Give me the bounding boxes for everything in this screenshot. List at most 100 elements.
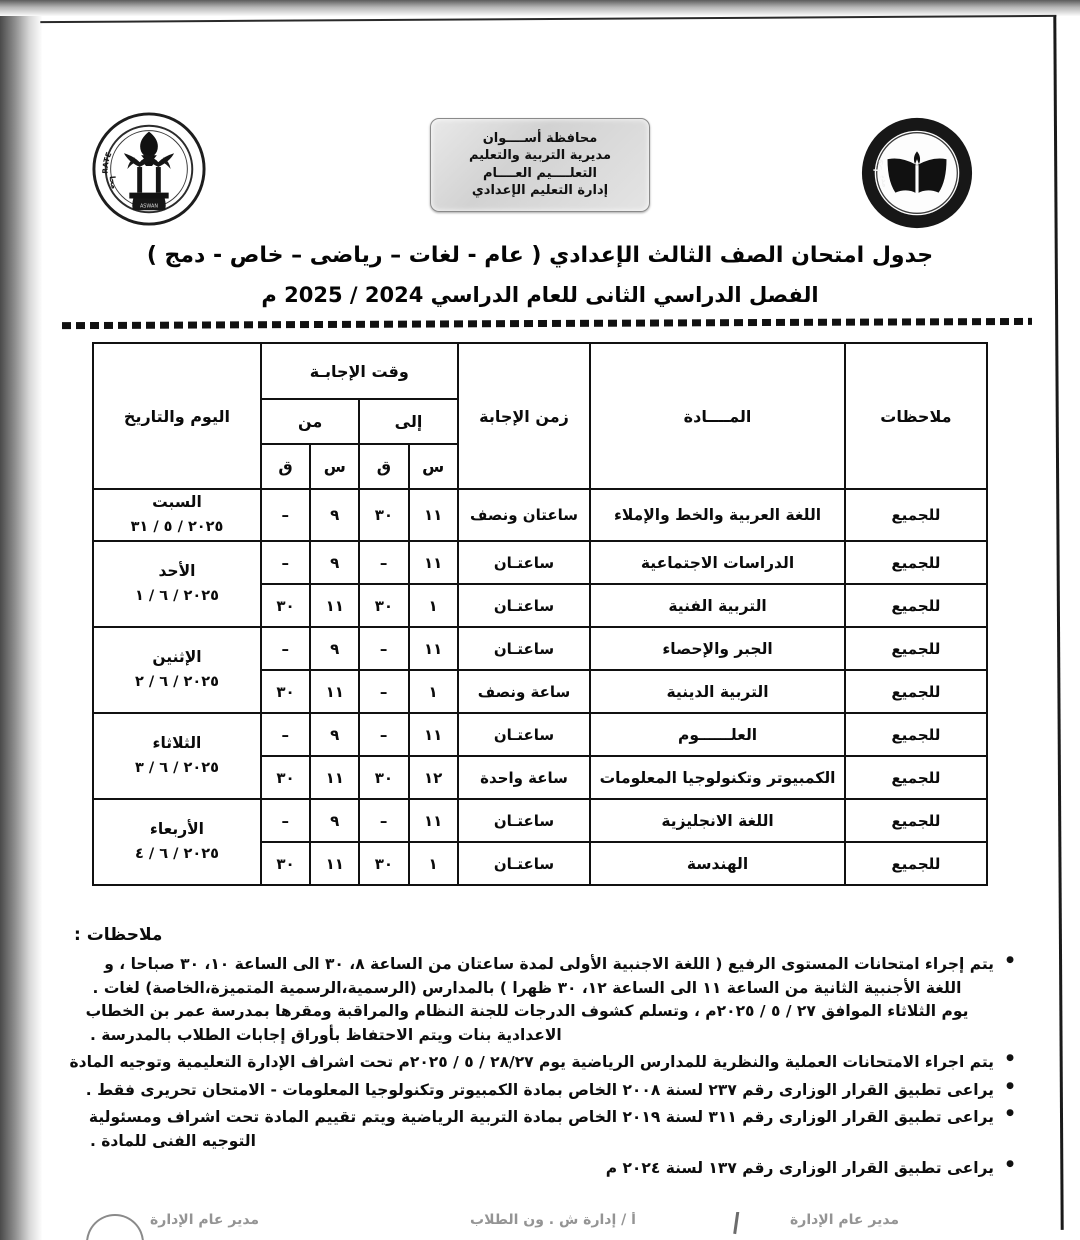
issuing-authority-plate: محافظة أســــوان مديرية التربية والتعليم… xyxy=(430,118,650,212)
cell-subject: الكمبيوتر وتكنولوجيا المعلومات xyxy=(589,755,846,800)
day-date: ٢٠٢٥ / ٦ / ٤ xyxy=(134,845,219,862)
cell-from-minute: – xyxy=(259,798,312,843)
page-edge-shadow-top xyxy=(0,0,1080,16)
cell-from-minute: ٣٠ xyxy=(259,755,312,800)
authority-line-general-education: التعلــــيم العــــام xyxy=(483,165,597,181)
cell-from-hour: ١١ xyxy=(309,841,361,886)
cell-to-hour: ١٢ xyxy=(407,755,459,800)
header-duration: زمن الإجابة xyxy=(456,342,592,490)
header-notes: ملاحظات xyxy=(843,342,989,490)
cell-to-hour: ١ xyxy=(407,669,459,714)
cell-notes: للجميع xyxy=(843,712,989,757)
cell-duration: ساعتـان xyxy=(456,540,592,585)
cell-subject: العلــــــوم xyxy=(589,712,846,757)
header-day-date: اليوم والتاريخ xyxy=(92,342,262,490)
cell-to-hour: ١١ xyxy=(407,488,459,542)
cell-notes: للجميع xyxy=(843,540,989,585)
authority-line-prep-administration: إدارة التعليم الإعدادي xyxy=(471,182,609,198)
header-from-hour: س xyxy=(309,443,361,490)
cell-to-minute: ٣٠ xyxy=(358,583,410,628)
cell-subject: التربية الفنية xyxy=(589,583,846,628)
cell-to-hour: ١١ xyxy=(407,626,459,671)
aswan-governorate-seal-icon: ASWAN ASWAN GOVERNORATE محافظة أسوان xyxy=(90,110,206,226)
cell-to-minute: – xyxy=(358,712,410,757)
header-subject: المــــادة xyxy=(589,342,846,490)
signature-stroke-icon xyxy=(733,1212,740,1235)
cell-from-minute: – xyxy=(259,540,312,585)
document-header: ASWAN ASWAN GOVERNORATE محافظة أسوان محا… xyxy=(0,104,1080,244)
day-date: ٢٠٢٥ / ٦ / ٣ xyxy=(134,759,219,776)
cell-from-hour: ١١ xyxy=(309,583,361,628)
page-title: جدول امتحان الصف الثالث الإعدادي ( عام -… xyxy=(146,243,934,268)
cell-duration: ساعتـان xyxy=(456,583,592,628)
table-row: للجميع الهندسة ساعتـان ١ ٣٠ ١١ ٣٠ xyxy=(93,841,989,886)
note-line: يراعى تطبيق القرار الوزارى رقم ١٣٧ لسنة … xyxy=(605,1159,994,1178)
note-item: يتم اجراء الامتحانات العملية والنظرية لل… xyxy=(60,1051,1020,1075)
cell-day-date: الإثنين ٢٠٢٥ / ٦ / ٢ xyxy=(92,626,262,714)
cell-subject: اللغة العربية والخط والإملاء xyxy=(589,488,846,542)
note-line: يوم الثلاثاء الموافق ٢٧ / ٥ / ٢٠٢٥م ، وت… xyxy=(85,1002,969,1021)
cell-from-hour: ٩ xyxy=(309,540,361,585)
cell-from-minute: ٣٠ xyxy=(259,669,312,714)
footer-center-label: أ / إدارة ش . ون الطلاب xyxy=(470,1212,636,1228)
note-line: الاعدادية بنات ويتم الاحتفاظ بأوراق إجاب… xyxy=(90,1025,562,1044)
day-name: الأحد xyxy=(158,562,196,581)
svg-text:ASWAN: ASWAN xyxy=(140,203,158,209)
page-edge-shadow-left xyxy=(0,0,42,1240)
header-to: إلى xyxy=(358,398,459,445)
cell-notes: للجميع xyxy=(843,626,989,671)
cell-to-minute: – xyxy=(358,540,410,585)
header-answer-time: وقت الإجابـة xyxy=(259,342,459,400)
cell-to-minute: – xyxy=(358,626,410,671)
day-name: الأربعاء xyxy=(149,820,204,839)
cell-duration: ساعة واحدة xyxy=(456,755,592,800)
table-body: للجميع اللغة العربية والخط والإملاء ساعتان… xyxy=(92,488,989,886)
table-row: للجميع اللغة الانجليزية ساعتـان ١١–٩– الأربع… xyxy=(92,798,989,886)
header-to-minute: ق xyxy=(358,443,410,490)
cell-from-hour: ١١ xyxy=(309,669,361,714)
header-to-hour: س xyxy=(407,443,459,490)
cell-from-minute: – xyxy=(259,712,312,757)
stamp-outline-icon xyxy=(86,1214,144,1240)
footer-left-label: مدير عام الإدارة xyxy=(150,1212,260,1228)
cell-from-hour: ١١ xyxy=(309,755,361,800)
cell-day-date: الثلاثاء ٢٠٢٥ / ٦ / ٣ xyxy=(92,712,262,800)
cell-subject: الهندسة xyxy=(589,841,846,886)
note-line: التوجيه الفنى للمادة . xyxy=(90,1131,256,1150)
page-subtitle: الفصل الدراسي الثانى للعام الدراسي 2024 … xyxy=(261,283,819,307)
cell-to-hour: ١١ xyxy=(407,712,459,757)
cell-duration: ساعتـان xyxy=(456,712,592,757)
cell-subject: اللغة الانجليزية xyxy=(589,798,846,843)
header-from-minute: ق xyxy=(259,443,312,490)
notes-section: ملاحظات : يتم إجراء امتحانات المستوى الر… xyxy=(60,925,1020,1185)
cell-to-hour: ١ xyxy=(407,841,459,886)
cell-from-hour: ٩ xyxy=(309,488,361,542)
cell-from-hour: ٩ xyxy=(309,798,361,843)
cell-from-minute: – xyxy=(259,488,312,542)
cell-to-minute: ٣٠ xyxy=(358,755,410,800)
note-item: يراعى تطبيق القرار الوزارى رقم ١٣٧ لسنة … xyxy=(60,1157,1020,1181)
table-row: للجميع العلــــــوم ساعتـان ١١–٩– الثلاثاء ٢٠… xyxy=(92,712,989,800)
cell-duration: ساعتـان xyxy=(456,841,592,886)
table-row: للجميع الكمبيوتر وتكنولوجيا المعلومات ساعة… xyxy=(93,755,989,800)
cell-duration: ساعتان ونصف xyxy=(456,488,592,542)
notes-title: ملاحظات : xyxy=(74,925,163,945)
note-item: يتم إجراء امتحانات المستوى الرفيع ( اللغ… xyxy=(60,953,1020,1047)
cell-to-hour: ١ xyxy=(407,583,459,628)
divider-dashed xyxy=(61,317,1033,330)
note-line: يراعى تطبيق القرار الوزارى رقم ٢٣٧ لسنة … xyxy=(85,1080,994,1099)
cell-notes: للجميع xyxy=(843,488,989,542)
header-row-3: س ق س ق xyxy=(93,443,987,490)
cell-from-minute: ٣٠ xyxy=(259,583,312,628)
header-from: من xyxy=(259,398,361,445)
table-row: للجميع التربية الدينية ساعة ونصف ١–١١ ٣٠ xyxy=(93,669,989,714)
authority-line-governorate: محافظة أســــوان xyxy=(482,130,598,146)
note-line: اللغة الأجنبية الثانية من الساعة ١١ الى … xyxy=(92,978,962,997)
notes-list: يتم إجراء امتحانات المستوى الرفيع ( اللغ… xyxy=(60,953,1020,1181)
table-row: للجميع الجبر والإحصاء ساعتـان ١١–٩– الإثنين ٢… xyxy=(92,626,989,714)
cell-from-minute: – xyxy=(259,626,312,671)
cell-to-minute: ٣٠ xyxy=(358,841,410,886)
document-footer: مدير عام الإدارة أ / إدارة ش . ون الطلاب… xyxy=(0,1212,1080,1240)
cell-day-date: الأربعاء ٢٠٢٥ / ٦ / ٤ xyxy=(92,798,262,886)
